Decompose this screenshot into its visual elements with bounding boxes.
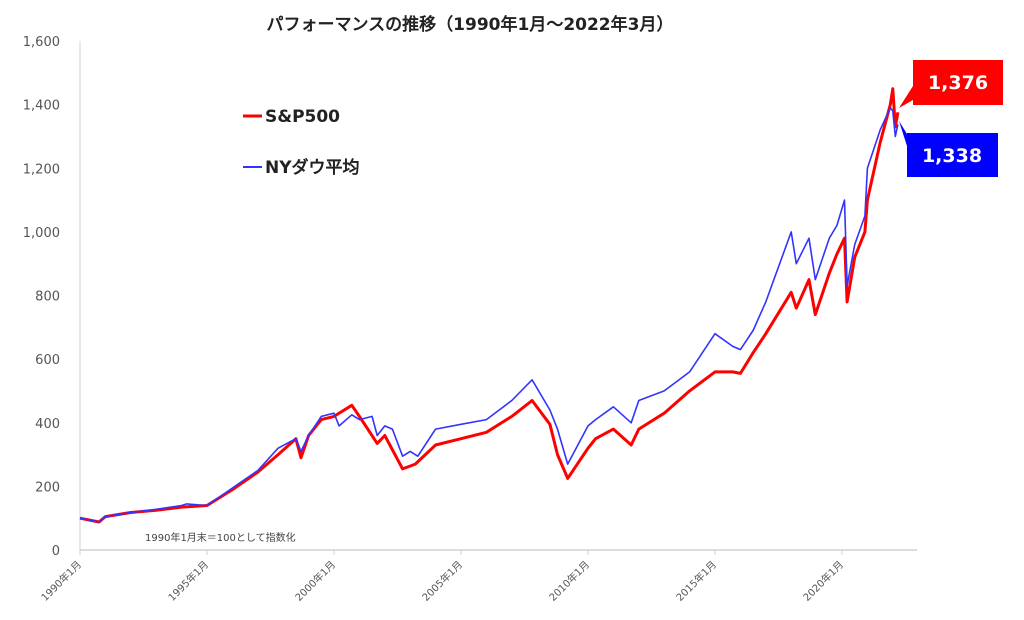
x-tick-label: 2015年1月	[673, 558, 719, 604]
callout-box-dow	[907, 133, 998, 177]
y-tick-label: 1,600	[23, 35, 60, 50]
callout-value-dow: 1,338	[922, 145, 982, 167]
legend-label-sp500: S&P500	[265, 107, 340, 127]
x-tick-labels: 1990年1月 1995年1月 2000年1月 2005年1月 2010年1月 2015年…	[38, 550, 846, 604]
x-tick-label: 2000年1月	[292, 558, 338, 604]
y-tick-label: 400	[35, 417, 60, 432]
x-tick-label: 2010年1月	[546, 558, 592, 604]
series-lines	[79, 87, 900, 524]
legend-label-dow: NYダウ平均	[265, 157, 360, 178]
x-tick-label: 2005年1月	[419, 558, 465, 604]
callout-box-sp500	[913, 60, 1003, 105]
callout-dow: 1,338	[899, 121, 998, 177]
y-tick-label: 600	[35, 353, 60, 368]
y-tick-label: 0	[52, 544, 60, 559]
x-tick-label: 1990年1月	[38, 558, 84, 604]
y-tick-label: 1,400	[23, 99, 60, 114]
chart-title: パフォーマンスの推移（1990年1月～2022年3月）	[267, 14, 674, 35]
legend: S&P500 NYダウ平均	[243, 107, 360, 178]
callout-pointer-dow	[899, 121, 907, 146]
y-tick-label: 1,200	[23, 162, 60, 177]
series-line-sp500	[79, 87, 900, 524]
y-tick-label: 200	[35, 480, 60, 495]
callout-value-sp500: 1,376	[928, 72, 988, 94]
x-tick-label: 2020年1月	[800, 558, 846, 604]
index-note: 1990年1月末＝100として指数化	[145, 531, 296, 544]
callout-sp500: 1,376	[899, 60, 1003, 108]
y-tick-labels: 0 200 400 600 800 1,000 1,200 1,400 1,600	[23, 35, 60, 559]
y-tick-label: 1,000	[23, 226, 60, 241]
callout-pointer-sp500	[899, 86, 913, 108]
series-line-dow	[79, 107, 899, 523]
x-tick-label: 1995年1月	[165, 558, 211, 604]
y-tick-label: 800	[35, 290, 60, 305]
